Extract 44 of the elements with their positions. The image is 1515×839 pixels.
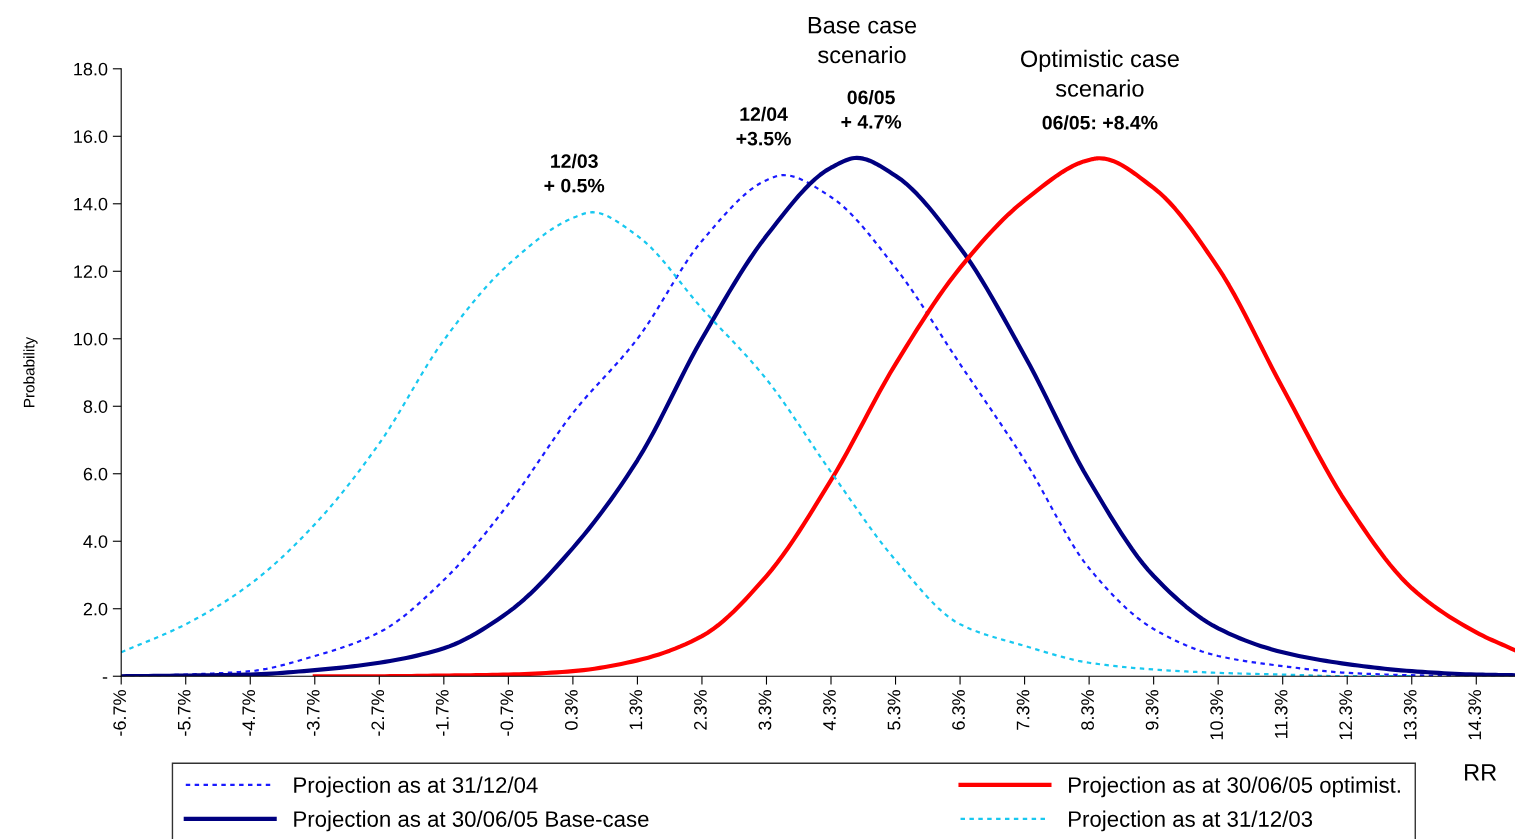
text: RR	[1465, 764, 1497, 781]
x-tick-label: 11.3%	[1274, 690, 1288, 738]
annotation: 12/03 + 0.5%	[544, 153, 605, 193]
x-tick-label: 3.3%	[758, 690, 772, 730]
text: Base case scenario	[808, 17, 917, 64]
legend-label: Projection as at 31/12/03	[1069, 810, 1313, 832]
x-tick-label: 10.3%	[1210, 690, 1224, 740]
annotation: 06/05 + 4.7%	[841, 89, 902, 129]
y-tick-label: 14.0	[74, 197, 108, 211]
x-tick-label: 0.3%	[564, 690, 578, 730]
x-tick-label: 1.3%	[629, 690, 643, 730]
x-tick-label: -6.7%	[113, 690, 127, 736]
x-tick-label: -4.7%	[242, 690, 256, 736]
y-tick-label: 16.0	[74, 130, 108, 144]
x-tick-label: 6.3%	[952, 690, 965, 730]
x-tick-label: 9.3%	[1145, 690, 1159, 730]
x-tick-label: 8.3%	[1081, 690, 1094, 730]
x-tick-label: 4.3%	[823, 690, 836, 731]
x-tick-label: -1.7%	[435, 690, 449, 736]
legend-label: Projection as at 30/06/05 Base-case	[294, 810, 649, 832]
x-tick-label: 5.3%	[887, 690, 901, 730]
y-tick-label: 10.0	[74, 332, 108, 346]
x-tick-label: 2.3%	[694, 690, 707, 730]
x-tick-label: -3.7%	[306, 690, 320, 736]
y-tick-label: 6.0	[83, 467, 108, 481]
legend-label: Projection as at 30/06/05 optimist.	[1069, 776, 1400, 798]
x-tick-label: 14.3%	[1468, 690, 1482, 740]
x-tick-label: 7.3%	[1016, 690, 1030, 730]
legend-label: Projection as at 31/12/04	[294, 776, 538, 798]
y-tick-label: 18.0	[74, 62, 108, 76]
x-tick-label: -2.7%	[371, 690, 385, 736]
x-tick-label: 12.3%	[1339, 690, 1353, 740]
y-tick-label: 4.0	[83, 535, 108, 548]
x-tick-label: 13.3%	[1403, 690, 1417, 740]
annotation: Optimistic case scenario	[1020, 49, 1179, 97]
x-tick-label: -5.7%	[177, 690, 191, 736]
annotation: 06/05: +8.4%	[1042, 115, 1158, 130]
y-tick-label: 12.0	[74, 265, 108, 278]
y-tick-label: 8.0	[83, 400, 108, 413]
y-axis-title: Probability	[23, 336, 38, 407]
y-tick-label: 2.0	[83, 602, 108, 616]
annotation: 12/04 +3.5%	[736, 106, 791, 146]
x-tick-label: -0.7%	[500, 690, 514, 736]
y-tick-label: -	[102, 677, 108, 679]
